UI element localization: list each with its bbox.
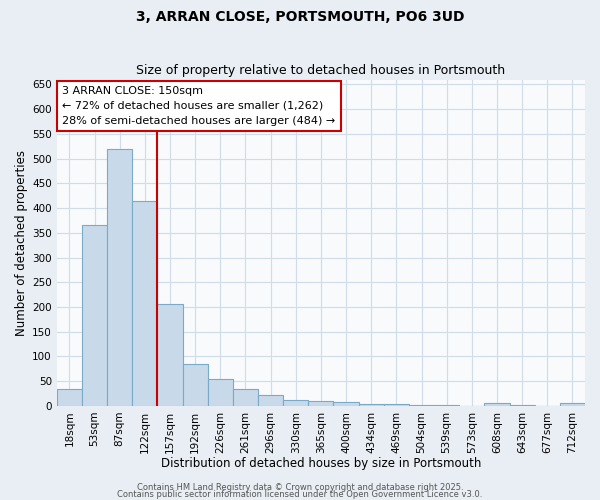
Y-axis label: Number of detached properties: Number of detached properties (15, 150, 28, 336)
Text: Contains HM Land Registry data © Crown copyright and database right 2025.: Contains HM Land Registry data © Crown c… (137, 484, 463, 492)
Bar (283, 400, 308, 406)
Bar (107, 149, 132, 406)
Bar (132, 200, 157, 406)
Bar (334, 402, 359, 406)
Bar (157, 304, 182, 406)
Bar (182, 364, 208, 406)
Bar (308, 401, 334, 406)
Text: 3 ARRAN CLOSE: 150sqm
← 72% of detached houses are smaller (1,262)
28% of semi-d: 3 ARRAN CLOSE: 150sqm ← 72% of detached … (62, 86, 335, 126)
Bar (208, 378, 233, 406)
Bar (82, 226, 107, 406)
Bar (359, 404, 384, 406)
Bar (57, 388, 82, 406)
Bar (233, 388, 258, 406)
Bar (560, 404, 585, 406)
Bar (258, 395, 283, 406)
Text: 3, ARRAN CLOSE, PORTSMOUTH, PO6 3UD: 3, ARRAN CLOSE, PORTSMOUTH, PO6 3UD (136, 10, 464, 24)
Text: Contains public sector information licensed under the Open Government Licence v3: Contains public sector information licen… (118, 490, 482, 499)
Bar (384, 404, 409, 406)
X-axis label: Distribution of detached houses by size in Portsmouth: Distribution of detached houses by size … (161, 457, 481, 470)
Title: Size of property relative to detached houses in Portsmouth: Size of property relative to detached ho… (136, 64, 505, 77)
Bar (484, 404, 509, 406)
Bar (409, 405, 434, 406)
